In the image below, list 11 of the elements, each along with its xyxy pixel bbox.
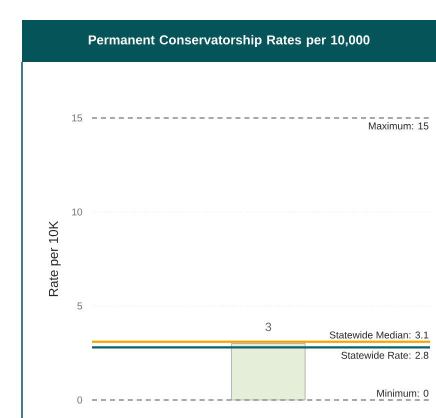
ref-line-label: Statewide Rate: 2.8: [341, 352, 428, 359]
y-tick-label: 0: [77, 396, 82, 404]
ref-line-label: Minimum: 0: [377, 389, 428, 397]
y-tick-label: 10: [72, 208, 82, 216]
data-label: 3: [265, 322, 272, 332]
y-tick-label: 15: [72, 114, 82, 122]
y-tick-label: 5: [77, 302, 82, 310]
chart-title: Permanent Conservatorship Rates per 10,000: [88, 34, 370, 48]
ref-line-label: Statewide Median: 3.1: [330, 331, 428, 339]
y-axis-title: Rate per 10K: [48, 221, 61, 296]
ref-line-label: Maximum: 15: [368, 122, 428, 130]
